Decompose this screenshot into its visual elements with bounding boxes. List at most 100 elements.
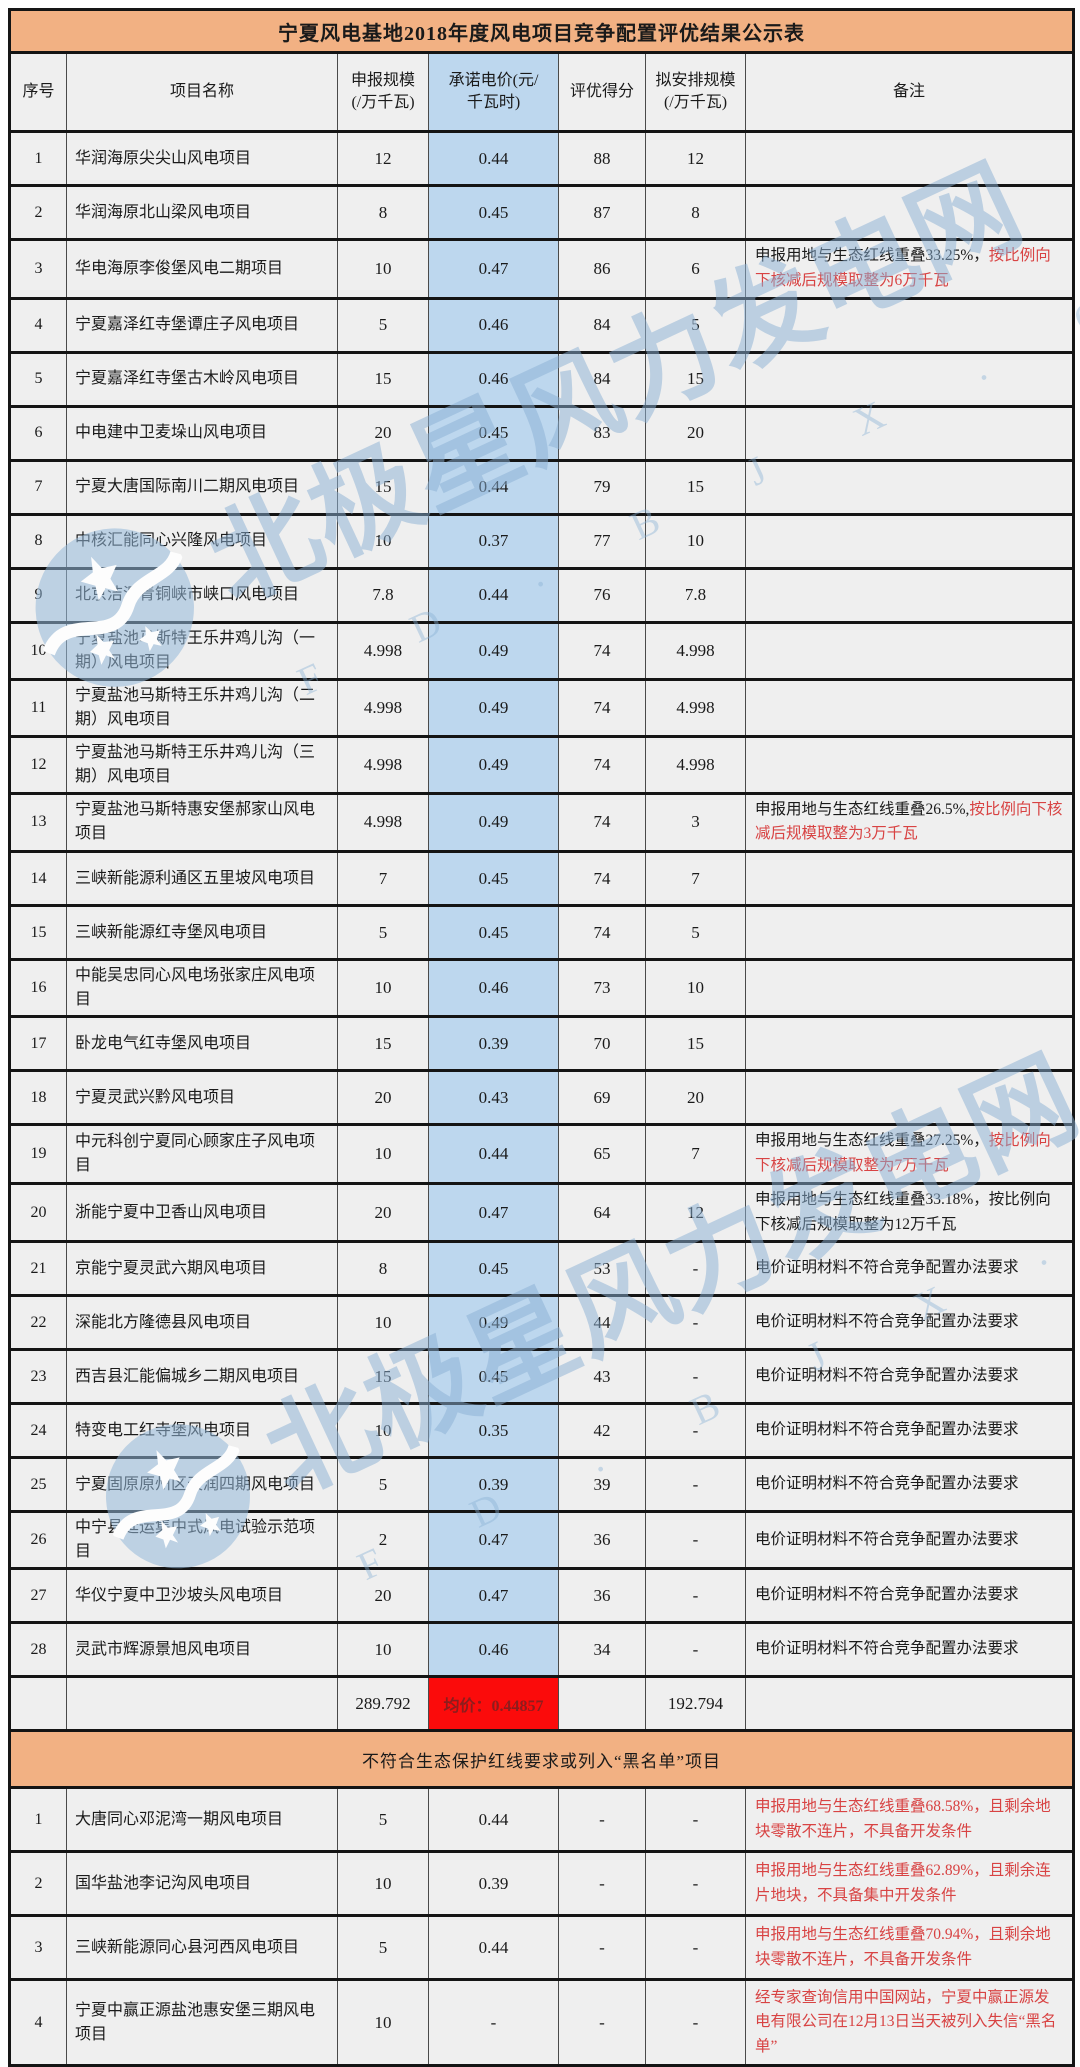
remark-text: 电价证明材料不符合竞争配置办法要求 [755,1313,1019,1331]
cell-project-name: 华润海原尖尖山风电项目 [66,130,338,187]
blacklist-rows-body: 1 大唐同心邓泥湾一期风电项目 5 0.44- - 申报用地与生态红线重叠68.58%，且… [9,1786,1074,2067]
cell-price: 0.46 [428,296,559,354]
results-sheet: 宁夏风电基地2018年度风电项目竞争配置评优结果公示表 序号 项目名称 申报规模… [8,8,1075,2067]
cell-declared-scale: 10 [337,1978,429,2067]
cell-price: - [428,1978,559,2067]
remark-text: 电价证明材料不符合竞争配置办法要求 [755,1367,1019,1385]
cell-seq: 4 [9,1978,67,2067]
table-row: 1 大唐同心邓泥湾一期风电项目 5 0.44- - 申报用地与生态红线重叠68.58%，且… [9,1786,1074,1854]
cell-total-declared-scale: 289.792 [337,1675,429,1733]
cell-seq: 23 [9,1348,67,1406]
cell-remark [745,850,1074,908]
cell-score: 74 [558,734,646,795]
cell-score: 73 [558,958,646,1019]
cell-planned-scale: 4.998 [645,677,746,738]
cell-declared-scale: 5 [337,1786,429,1854]
cell-score: 44 [558,1294,646,1352]
table-row: 7 宁夏大唐国际南川二期风电项目 15 0.44 79 15 [9,458,1074,516]
cell-planned-scale: 20 [645,1069,746,1127]
cell-planned-scale: - [645,1402,746,1460]
cell-planned-scale: - [645,1621,746,1679]
cell-seq: 15 [9,904,67,962]
cell-total-planned-scale: 192.794 [645,1675,746,1733]
remark-text: 申报用地与生态红线重叠27.25%， [755,1132,989,1150]
cell-planned-scale: 12 [645,130,746,187]
cell-project-name: 京能宁夏灵武六期风电项目 [66,1240,338,1298]
cell-price: 0.39 [428,1456,559,1514]
remark-text: 申报用地与生态红线重叠62.89%，且剩余连片地块，不具备集中开发条件 [755,1862,1051,1904]
cell-planned-scale: 3 [645,791,746,854]
cell-planned-scale: 15 [645,350,746,408]
cell-project-name: 西吉县汇能偏城乡二期风电项目 [66,1348,338,1406]
cell-declared-scale: 5 [337,296,429,354]
cell-score: 84 [558,350,646,408]
cell-planned-scale: - [645,1914,746,1982]
total-row: 289.792 均价：0.44857 192.794 [9,1675,1074,1733]
remark-text: 申报用地与生态红线重叠33.25%， [755,247,989,264]
cell-score: 34 [558,1621,646,1679]
cell-project-name: 三峡新能源利通区五里坡风电项目 [66,850,338,908]
cell-remark [745,904,1074,962]
cell-planned-scale: 15 [645,1015,746,1073]
cell-score: 74 [558,904,646,962]
table-row: 4 宁夏中赢正源盐池惠安堡三期风电项目 10- - - 经专家查询信用中国网站，宁夏中赢正… [9,1978,1074,2067]
cell-project-name: 宁夏盐池马斯特王乐井鸡儿沟（一期）风电项目 [66,620,338,681]
cell-planned-scale: 10 [645,512,746,570]
cell-project-name: 北京洁源青铜峡市峡口风电项目 [66,566,338,624]
cell-remark [745,296,1074,354]
cell-seq: 1 [9,130,67,187]
table-row: 14 三峡新能源利通区五里坡风电项目 7 0.45 74 7 [9,850,1074,908]
cell-seq: 18 [9,1069,67,1127]
cell-remark: 电价证明材料不符合竞争配置办法要求 [745,1621,1074,1679]
cell-score: 84 [558,296,646,354]
cell-seq: 26 [9,1510,67,1571]
cell-planned-scale: - [645,1348,746,1406]
cell-planned-scale: 8 [645,184,746,241]
cell-remark [745,458,1074,516]
cell-remark: 经专家查询信用中国网站，宁夏中赢正源发电有限公司在12月13日当天被列入失信“黑… [745,1978,1074,2067]
col-header-score: 评优得分 [558,51,646,133]
table-row: 2 华润海原北山梁风电项目 8 0.45 87 8 [9,184,1074,241]
cell-remark [745,677,1074,738]
cell-price: 0.44 [428,130,559,187]
cell-remark [745,1069,1074,1127]
cell-price: 0.46 [428,350,559,408]
col-header-project-name: 项目名称 [66,51,338,133]
cell-seq: 10 [9,620,67,681]
cell-seq: 22 [9,1294,67,1352]
cell-score: 79 [558,458,646,516]
cell-remark: 申报用地与生态红线重叠62.89%，且剩余连片地块，不具备集中开发条件 [745,1850,1074,1918]
remark-text: 按比例向下核减后规模取整为6万千瓦 [755,247,1051,289]
cell-seq: 28 [9,1621,67,1679]
cell-declared-scale: 15 [337,458,429,516]
cell-score: 77 [558,512,646,570]
cell-planned-scale: 5 [645,904,746,962]
cell-remark [745,350,1074,408]
cell-average-price: 均价：0.44857 [428,1675,559,1733]
cell-seq: 14 [9,850,67,908]
cell-planned-scale: - [645,1850,746,1918]
col-header-declared-scale: 申报规模 (/万千瓦) [337,51,429,133]
results-table: 宁夏风电基地2018年度风电项目竞争配置评优结果公示表 序号 项目名称 申报规模… [8,8,1075,2067]
cell-planned-scale: - [645,1567,746,1625]
cell-score: 88 [558,130,646,187]
col-header-seq: 序号 [9,51,67,133]
cell-price: 0.47 [428,1567,559,1625]
cell-planned-scale: 20 [645,404,746,462]
cell-price: 0.49 [428,1294,559,1352]
cell-price: 0.45 [428,1348,559,1406]
cell-seq: 8 [9,512,67,570]
table-row: 3 三峡新能源同心县河西风电项目 5 0.44- - 申报用地与生态红线重叠70.94%，… [9,1914,1074,1982]
cell-score: 83 [558,404,646,462]
remark-text: 申报用地与生态红线重叠33.18%，按比例向下核减后规模取整为12万千瓦 [755,1190,1051,1233]
cell-project-name: 宁夏盐池马斯特王乐井鸡儿沟（二期）风电项目 [66,677,338,738]
total-body: 289.792 均价：0.44857 192.794 不符合生态保护红线要求或列… [9,1675,1074,1790]
table-row: 5 宁夏嘉泽红寺堡古木岭风电项目 15 0.46 84 15 [9,350,1074,408]
cell-seq: 24 [9,1402,67,1460]
cell-declared-scale: 8 [337,1240,429,1298]
cell-score: 39 [558,1456,646,1514]
cell-remark [745,184,1074,241]
cell-project-name: 国华盐池李记沟风电项目 [66,1850,338,1918]
remark-text: 申报用地与生态红线重叠70.94%，且剩余地块零散不连片，不具备开发条件 [755,1926,1051,1968]
cell-seq: 27 [9,1567,67,1625]
